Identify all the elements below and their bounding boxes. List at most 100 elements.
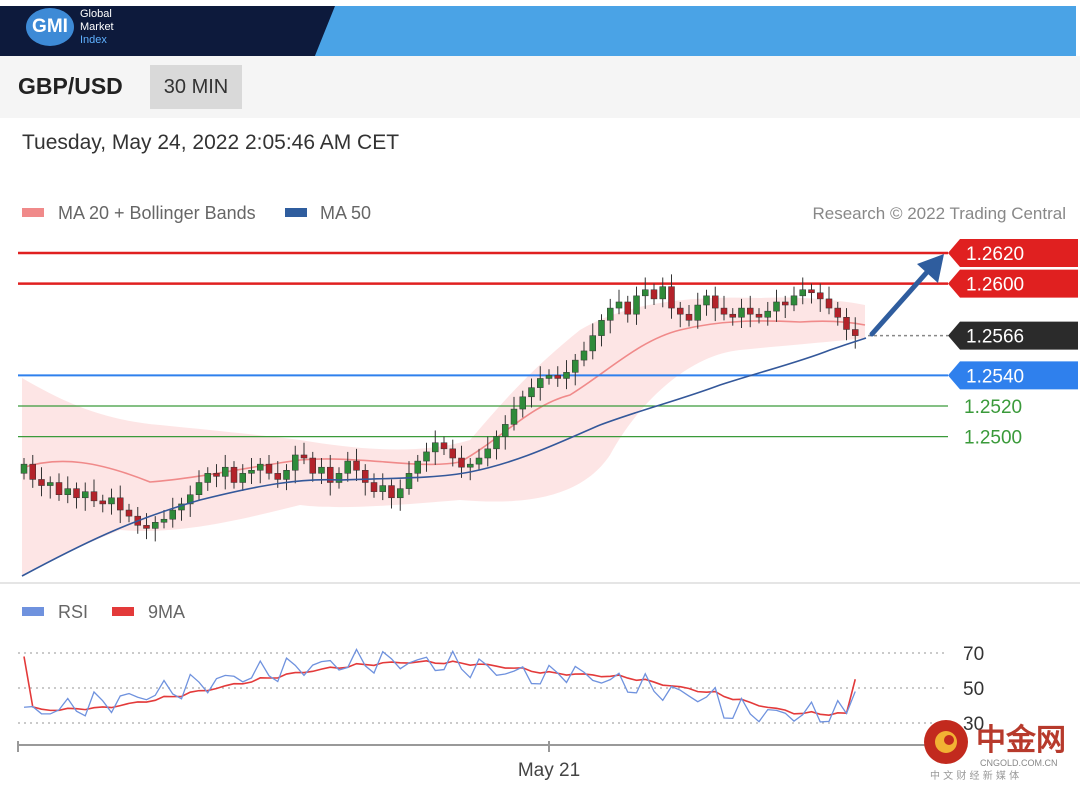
candle [327, 454, 334, 496]
candle [335, 467, 343, 489]
rsi-line [23, 648, 856, 723]
candle [799, 277, 806, 305]
timeframe-badge[interactable]: 30 MIN [150, 65, 242, 109]
candle [773, 289, 780, 322]
candle [47, 476, 54, 499]
candle [160, 510, 168, 529]
candle [239, 464, 246, 491]
x-tick-label: May 21 [518, 760, 580, 781]
candle [204, 467, 211, 491]
candle [82, 482, 89, 511]
gmi-logo: GMI [26, 8, 74, 46]
level-label-1.2500: 1.2500 [964, 428, 1022, 449]
level-label-1.2520: 1.2520 [964, 397, 1022, 418]
candle [825, 286, 833, 315]
candle [38, 467, 45, 497]
candle [300, 442, 308, 465]
candle [90, 479, 98, 507]
candle [808, 283, 815, 304]
candle [484, 436, 491, 467]
candle [764, 301, 771, 326]
candle [475, 448, 483, 471]
candle [187, 485, 194, 517]
candle [563, 360, 570, 390]
candle [545, 369, 553, 385]
svg-text:1.2540: 1.2540 [966, 366, 1024, 387]
rsi-9ma-line [23, 656, 857, 716]
rsi-level-label-50: 50 [963, 679, 984, 700]
ma50-line [21, 337, 867, 577]
candle [817, 283, 824, 312]
candle [423, 442, 430, 472]
cngold-slogan: 中 文 财 经 新 媒 体 [930, 769, 1019, 782]
legend-swatch-ma20 [22, 208, 44, 217]
candle [510, 396, 518, 431]
candle [440, 436, 448, 455]
svg-text:1.2566: 1.2566 [966, 327, 1024, 348]
brand-name: Global Market Index [80, 8, 114, 46]
candle [370, 473, 378, 498]
candle [782, 295, 789, 319]
candle [283, 464, 290, 491]
candle [265, 454, 273, 480]
legend-swatch-ma50 [285, 208, 307, 217]
level-tag-1.2620: 1.2620 [948, 239, 1078, 267]
candle [624, 295, 631, 323]
candle [108, 488, 115, 515]
level-tag-1.2600: 1.2600 [948, 269, 1078, 298]
candle [790, 286, 798, 312]
candle [248, 458, 255, 485]
candle [843, 308, 850, 341]
candle [152, 516, 159, 542]
cngold-name: 中金网 [976, 723, 1066, 758]
candle [703, 289, 710, 316]
candle [458, 445, 465, 478]
candle [309, 451, 316, 482]
candle [607, 298, 614, 334]
candle [230, 461, 238, 489]
candle [712, 286, 719, 322]
candle [729, 308, 736, 326]
candle [257, 458, 264, 484]
projection-arrow [869, 254, 944, 337]
legend-ma20-label: MA 20 + Bollinger Bands [58, 203, 256, 223]
candle [344, 451, 351, 482]
candle [720, 295, 728, 321]
candle [519, 390, 526, 418]
candle [589, 323, 596, 360]
candle [388, 479, 395, 509]
level-tag-1.2566: 1.2566 [948, 321, 1078, 350]
candle [195, 470, 203, 501]
candle [64, 476, 71, 504]
candle [502, 415, 509, 450]
candle [213, 464, 220, 488]
symbol-title: GBP/USD [18, 73, 123, 99]
candle [694, 292, 701, 329]
legend-swatch-9ma [112, 607, 134, 616]
candle [397, 479, 404, 511]
candle [852, 317, 859, 349]
rsi-level-label-30: 30 [963, 714, 984, 735]
candle [755, 308, 763, 324]
candle [55, 473, 63, 501]
rsi-level-label-70: 70 [963, 644, 984, 665]
candle [642, 277, 649, 309]
candle [633, 286, 640, 325]
candle [493, 430, 500, 460]
candle [29, 454, 36, 488]
candle [353, 448, 360, 481]
candle [615, 289, 623, 315]
legend-9ma-label: 9MA [148, 602, 185, 622]
candle [528, 378, 535, 408]
candle [117, 485, 124, 524]
candle [99, 494, 106, 513]
candle [650, 283, 658, 306]
ma20-line [21, 320, 866, 483]
candle [572, 353, 579, 386]
chart-datetime: Tuesday, May 24, 2022 2:05:46 AM CET [22, 131, 400, 154]
candle [834, 301, 841, 326]
bollinger-band [22, 297, 865, 575]
candle [677, 301, 684, 328]
candle [747, 295, 754, 328]
